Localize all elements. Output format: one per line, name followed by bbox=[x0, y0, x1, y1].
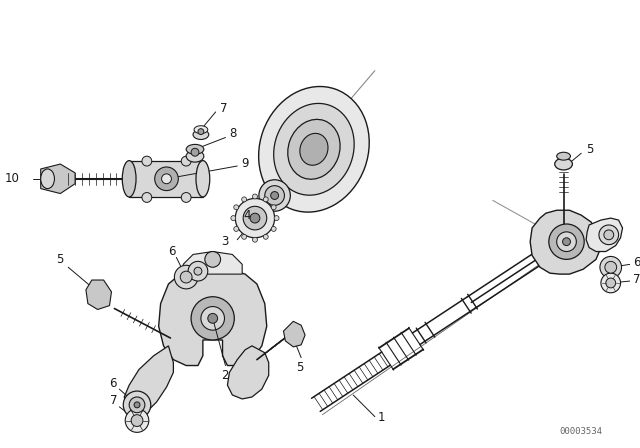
Text: 7: 7 bbox=[220, 102, 227, 115]
Polygon shape bbox=[530, 210, 601, 274]
Ellipse shape bbox=[122, 160, 136, 197]
Circle shape bbox=[181, 193, 191, 202]
Circle shape bbox=[606, 278, 616, 288]
Ellipse shape bbox=[557, 152, 570, 160]
Circle shape bbox=[191, 148, 199, 156]
Circle shape bbox=[194, 267, 202, 275]
Text: 9: 9 bbox=[241, 156, 249, 169]
Circle shape bbox=[234, 226, 239, 231]
Circle shape bbox=[134, 402, 140, 408]
Ellipse shape bbox=[259, 86, 369, 212]
Circle shape bbox=[131, 415, 143, 426]
Circle shape bbox=[243, 207, 267, 230]
Text: 1: 1 bbox=[378, 411, 385, 424]
Text: 6: 6 bbox=[168, 245, 176, 258]
Ellipse shape bbox=[186, 150, 204, 162]
Circle shape bbox=[601, 273, 621, 293]
Circle shape bbox=[201, 306, 225, 330]
Circle shape bbox=[563, 238, 570, 246]
Polygon shape bbox=[41, 164, 75, 194]
Polygon shape bbox=[183, 251, 242, 274]
Circle shape bbox=[208, 314, 218, 323]
Text: 00003534: 00003534 bbox=[560, 427, 603, 436]
Polygon shape bbox=[284, 321, 305, 347]
Circle shape bbox=[263, 234, 268, 239]
Circle shape bbox=[205, 251, 221, 267]
Circle shape bbox=[600, 256, 621, 278]
Circle shape bbox=[265, 185, 284, 205]
Text: 4: 4 bbox=[243, 209, 251, 222]
Circle shape bbox=[242, 197, 246, 202]
Circle shape bbox=[271, 192, 278, 199]
Text: 6: 6 bbox=[634, 256, 640, 269]
Circle shape bbox=[253, 237, 257, 242]
Ellipse shape bbox=[186, 144, 204, 154]
Circle shape bbox=[259, 180, 291, 211]
Circle shape bbox=[599, 225, 619, 245]
Circle shape bbox=[271, 226, 276, 231]
Text: 5: 5 bbox=[296, 361, 303, 374]
Circle shape bbox=[263, 197, 268, 202]
Circle shape bbox=[142, 156, 152, 166]
Text: 6: 6 bbox=[109, 377, 117, 390]
Circle shape bbox=[271, 205, 276, 210]
Text: 7: 7 bbox=[634, 272, 640, 285]
Circle shape bbox=[125, 409, 149, 432]
Text: 8: 8 bbox=[229, 127, 237, 140]
Ellipse shape bbox=[274, 103, 354, 195]
Text: 2: 2 bbox=[221, 369, 229, 382]
Circle shape bbox=[234, 205, 239, 210]
Ellipse shape bbox=[196, 160, 210, 197]
Circle shape bbox=[604, 230, 614, 240]
Polygon shape bbox=[129, 161, 203, 198]
Polygon shape bbox=[124, 346, 173, 415]
Circle shape bbox=[250, 213, 260, 223]
Ellipse shape bbox=[193, 129, 209, 139]
Text: 5: 5 bbox=[56, 253, 64, 266]
Ellipse shape bbox=[300, 134, 328, 165]
Text: 10: 10 bbox=[4, 172, 19, 185]
Circle shape bbox=[129, 397, 145, 413]
Circle shape bbox=[181, 156, 191, 166]
Circle shape bbox=[174, 265, 198, 289]
Polygon shape bbox=[586, 218, 623, 251]
Text: 3: 3 bbox=[221, 235, 229, 248]
Ellipse shape bbox=[41, 169, 54, 189]
Text: 7: 7 bbox=[109, 394, 117, 407]
Circle shape bbox=[253, 194, 257, 199]
Circle shape bbox=[155, 167, 179, 190]
Circle shape bbox=[274, 215, 279, 220]
Circle shape bbox=[231, 215, 236, 220]
Polygon shape bbox=[86, 280, 111, 310]
Circle shape bbox=[605, 261, 617, 273]
Circle shape bbox=[161, 174, 172, 184]
Circle shape bbox=[236, 198, 275, 238]
Text: 5: 5 bbox=[586, 143, 593, 156]
Circle shape bbox=[549, 224, 584, 259]
Ellipse shape bbox=[194, 126, 208, 134]
Circle shape bbox=[198, 129, 204, 134]
Circle shape bbox=[242, 234, 246, 239]
Circle shape bbox=[188, 261, 208, 281]
Circle shape bbox=[180, 271, 192, 283]
Circle shape bbox=[191, 297, 234, 340]
Polygon shape bbox=[159, 267, 267, 366]
Polygon shape bbox=[227, 346, 269, 399]
Ellipse shape bbox=[555, 158, 572, 170]
Ellipse shape bbox=[288, 119, 340, 179]
Circle shape bbox=[124, 391, 151, 418]
Circle shape bbox=[557, 232, 577, 251]
Circle shape bbox=[142, 193, 152, 202]
